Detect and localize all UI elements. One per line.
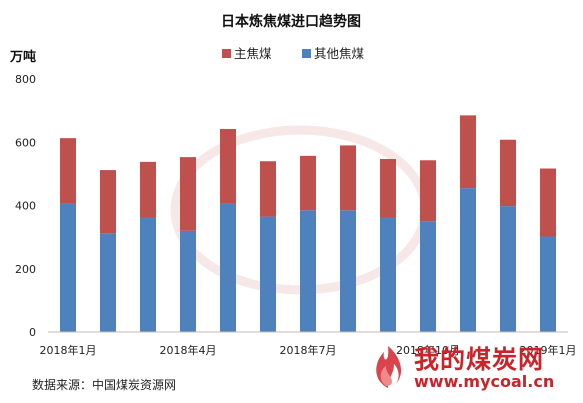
bar-segment-other: [60, 203, 76, 332]
bar-segment-other: [140, 217, 156, 332]
x-tick-label: 2018年4月: [160, 343, 217, 357]
bar-segment-other: [180, 230, 196, 332]
bar-segment-main: [380, 159, 396, 218]
bars: [60, 115, 556, 332]
bar-segment-main: [100, 170, 116, 234]
y-tick-label: 600: [15, 136, 36, 149]
bar-segment-other: [460, 188, 476, 332]
bar-segment-main: [60, 138, 76, 204]
y-axis-unit: 万吨: [9, 49, 36, 65]
y-tick-label: 800: [15, 73, 36, 86]
x-tick-label: 2018年1月: [40, 343, 97, 357]
bar-segment-main: [140, 161, 156, 218]
bar-segment-main: [420, 160, 436, 222]
bar-segment-main: [460, 115, 476, 189]
watermark-url: www.mycoal.cn: [414, 372, 555, 391]
bar-segment-other: [380, 217, 396, 332]
flame-logo-icon: [376, 346, 402, 388]
y-tick-label: 400: [15, 200, 36, 213]
bar-segment-other: [220, 203, 236, 332]
legend-swatch-other: [302, 49, 311, 58]
chart-title: 日本炼焦煤进口趋势图: [221, 13, 361, 30]
y-tick-label: 200: [15, 263, 36, 276]
x-tick-label: 2018年7月: [280, 343, 337, 357]
x-tick-label: 2018年10月: [396, 343, 460, 357]
legend-label-other: 其他焦煤: [314, 46, 365, 61]
bar-segment-main: [180, 157, 196, 231]
site-watermark: 我的煤炭网 www.mycoal.cn: [362, 336, 577, 396]
bar-segment-main: [300, 155, 316, 211]
bar-segment-main: [500, 139, 516, 207]
legend-swatch-main: [222, 49, 231, 58]
bar-segment-other: [420, 221, 436, 332]
bar-segment-main: [540, 168, 556, 237]
y-axis: 0 200 400 600 800: [15, 73, 36, 339]
legend-label-main: 主焦煤: [234, 46, 272, 61]
bar-segment-other: [340, 210, 356, 332]
bar-segment-other: [500, 206, 516, 332]
y-tick-label: 0: [29, 326, 36, 339]
watermark-site-name: 我的煤炭网: [414, 345, 545, 374]
bar-segment-main: [220, 128, 236, 204]
source-note: 数据来源：中国煤炭资源网: [32, 378, 177, 392]
bar-segment-other: [100, 233, 116, 332]
x-tick-label: 2019年1月: [520, 343, 577, 357]
x-axis: 2018年1月 2018年4月 2018年7月 2018年10月 2019年1月: [40, 343, 577, 357]
bar-segment-main: [260, 161, 276, 217]
legend: 主焦煤 其他焦煤: [222, 46, 365, 61]
bar-segment-other: [260, 216, 276, 332]
bar-segment-main: [340, 145, 356, 211]
bar-segment-other: [300, 210, 316, 332]
bar-segment-other: [540, 236, 556, 332]
